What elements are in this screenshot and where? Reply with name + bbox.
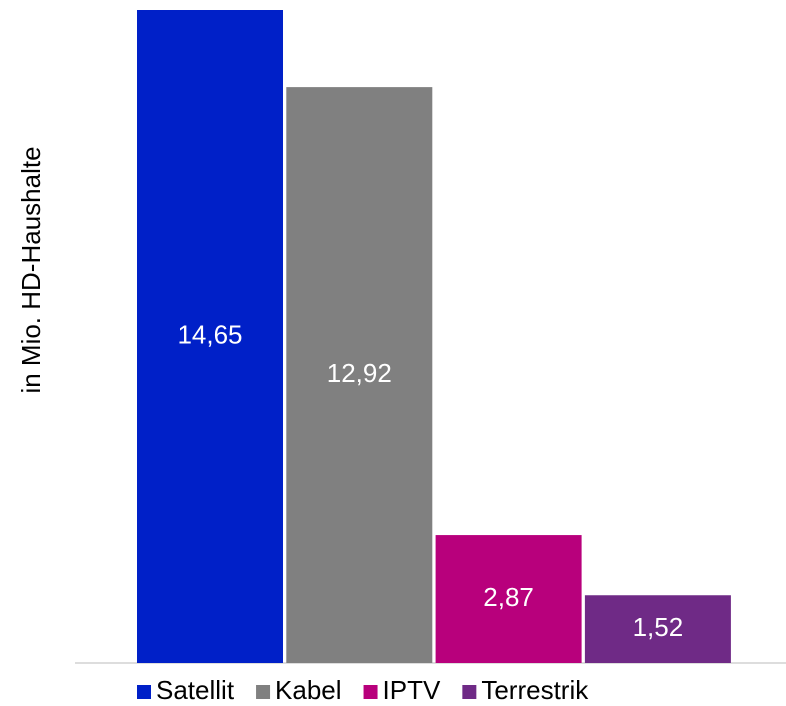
legend-swatch xyxy=(256,685,271,699)
y-axis-label: in Mio. HD-Haushalte xyxy=(16,146,46,393)
legend-label: Kabel xyxy=(275,675,342,705)
data-label: 1,52 xyxy=(633,612,684,642)
legend-swatch xyxy=(462,685,477,699)
legend-label: Terrestrik xyxy=(481,675,589,705)
data-label: 2,87 xyxy=(483,582,534,612)
legend-swatch xyxy=(363,685,378,699)
legend-label: Satellit xyxy=(156,675,235,705)
bar xyxy=(584,595,731,663)
bar xyxy=(435,535,582,663)
legend-swatch xyxy=(137,685,151,699)
bar xyxy=(137,10,283,663)
data-label: 12,92 xyxy=(327,358,392,388)
bar xyxy=(286,87,433,664)
legend-label: IPTV xyxy=(383,675,441,705)
data-label: 14,65 xyxy=(177,319,242,349)
